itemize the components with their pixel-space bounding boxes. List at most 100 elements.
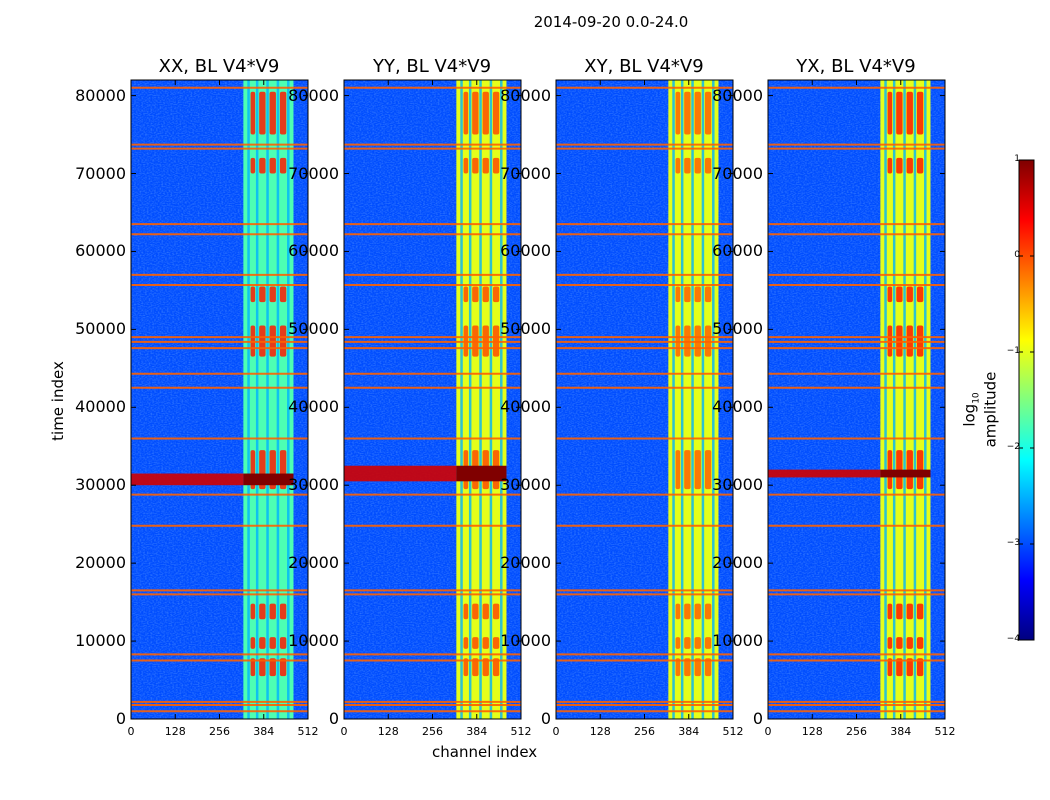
hot-cell bbox=[704, 637, 712, 649]
hot-cell bbox=[472, 658, 479, 677]
y-tick-label: 70000 bbox=[288, 163, 339, 183]
y-tick-label: 80000 bbox=[75, 85, 126, 105]
x-tick-label: 0 bbox=[764, 725, 772, 738]
hot-cell bbox=[279, 157, 287, 174]
hot-cell bbox=[684, 658, 691, 677]
y-tick-label: 80000 bbox=[500, 85, 551, 105]
hot-cell bbox=[887, 603, 893, 620]
hot-cell bbox=[492, 603, 500, 620]
hot-cell bbox=[906, 637, 913, 649]
hot-cell bbox=[472, 637, 479, 649]
x-tick-label: 128 bbox=[164, 725, 186, 738]
hot-cell bbox=[279, 603, 287, 620]
hot-cell bbox=[463, 637, 469, 649]
rfi-stripe-core bbox=[456, 465, 507, 482]
hot-cell bbox=[906, 603, 913, 620]
hot-cell bbox=[472, 603, 479, 620]
hot-cell bbox=[896, 603, 903, 620]
hot-cell bbox=[896, 91, 903, 135]
hot-cell bbox=[269, 286, 276, 303]
panel-3 bbox=[555, 79, 734, 720]
hot-cell bbox=[684, 91, 691, 135]
y-tick-label: 30000 bbox=[288, 475, 339, 495]
y-tick-label: 40000 bbox=[75, 397, 126, 417]
hot-cell bbox=[250, 637, 256, 649]
hot-cell bbox=[259, 637, 266, 649]
x-tick-label: 256 bbox=[634, 725, 655, 738]
hot-cell bbox=[250, 658, 256, 677]
hot-cell bbox=[279, 286, 287, 303]
y-tick-label: 70000 bbox=[500, 163, 551, 183]
x-tick-label: 0 bbox=[127, 725, 135, 738]
figure-title: 2014-09-20 0.0-24.0 bbox=[533, 13, 689, 31]
x-tick-label: 256 bbox=[846, 725, 867, 738]
x-tick-label: 512 bbox=[297, 725, 319, 738]
hot-cell bbox=[684, 603, 691, 620]
hot-cell bbox=[887, 658, 893, 677]
hot-cell bbox=[482, 91, 489, 135]
hot-cell bbox=[279, 658, 287, 677]
y-tick-label: 0 bbox=[752, 709, 763, 728]
hot-cell bbox=[472, 91, 479, 135]
hot-cell bbox=[916, 157, 924, 174]
colorbar-tick-label: −1 bbox=[1006, 346, 1020, 356]
hot-cell bbox=[704, 91, 712, 135]
hot-cell bbox=[269, 157, 276, 174]
y-tick-label: 50000 bbox=[75, 319, 126, 339]
colorbar-tick-label: 1 bbox=[1014, 154, 1020, 164]
hot-cell bbox=[482, 157, 489, 174]
colorbar-label: log10 amplitude bbox=[960, 371, 1000, 448]
y-tick-label: 0 bbox=[328, 709, 339, 728]
y-tick-label: 30000 bbox=[75, 475, 126, 495]
hot-cell bbox=[684, 637, 691, 649]
hot-cell bbox=[684, 157, 691, 174]
hot-cell bbox=[279, 637, 287, 649]
hot-cell bbox=[916, 286, 924, 303]
y-tick-label: 10000 bbox=[500, 631, 551, 651]
x-tick-label: 384 bbox=[678, 725, 700, 738]
hot-cell bbox=[694, 637, 701, 649]
y-tick-label: 50000 bbox=[288, 319, 339, 339]
hot-cell bbox=[694, 157, 701, 174]
hot-cell bbox=[463, 91, 469, 135]
hot-cell bbox=[887, 157, 893, 174]
y-tick-label: 50000 bbox=[500, 319, 551, 339]
hot-cell bbox=[675, 658, 681, 677]
hot-cell bbox=[259, 603, 266, 620]
panel-1 bbox=[130, 79, 309, 720]
hot-cell bbox=[887, 286, 893, 303]
x-tick-label: 384 bbox=[890, 725, 912, 738]
hot-cell bbox=[250, 603, 256, 620]
x-tick-label: 128 bbox=[589, 725, 611, 738]
y-tick-label: 60000 bbox=[288, 241, 339, 261]
panel-title: XY, BL V4*V9 bbox=[584, 56, 704, 77]
hot-cell bbox=[887, 637, 893, 649]
hot-cell bbox=[492, 157, 500, 174]
rfi-stripe bbox=[131, 473, 244, 486]
hot-cell bbox=[694, 658, 701, 677]
y-tick-label: 80000 bbox=[712, 85, 763, 105]
colorbar-tick-label: −3 bbox=[1006, 538, 1020, 548]
hot-cell bbox=[704, 450, 712, 490]
y-tick-label: 80000 bbox=[288, 85, 339, 105]
x-tick-label: 0 bbox=[340, 725, 348, 738]
hot-cell bbox=[269, 603, 276, 620]
hot-cell bbox=[472, 286, 479, 303]
hot-cell bbox=[906, 658, 913, 677]
y-tick-label: 40000 bbox=[712, 397, 763, 417]
rfi-stripe-core bbox=[880, 469, 931, 478]
hot-cell bbox=[463, 157, 469, 174]
hot-cell bbox=[887, 91, 893, 135]
y-tick-label: 20000 bbox=[712, 553, 763, 573]
hot-cell bbox=[259, 91, 266, 135]
hot-cell bbox=[694, 286, 701, 303]
hot-cell bbox=[482, 603, 489, 620]
hot-cell bbox=[896, 157, 903, 174]
y-tick-label: 30000 bbox=[712, 475, 763, 495]
y-tick-label: 60000 bbox=[712, 241, 763, 261]
x-tick-label: 128 bbox=[801, 725, 823, 738]
hot-cell bbox=[675, 603, 681, 620]
hot-cell bbox=[482, 286, 489, 303]
x-tick-label: 0 bbox=[552, 725, 560, 738]
